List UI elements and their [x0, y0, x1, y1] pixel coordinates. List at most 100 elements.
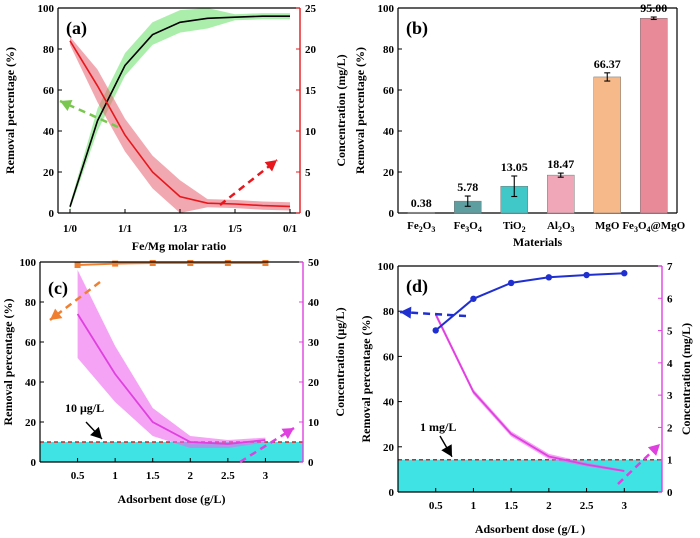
c-y2tick-label: 30 [308, 337, 320, 349]
b-data-label: 66.37 [594, 57, 621, 71]
d-y2tick-label: 3 [667, 390, 673, 402]
c-arrow-left-head [50, 308, 63, 320]
d-y2label: Concentration (mg/L) [679, 323, 693, 435]
a-xtick-label: 1/3 [173, 223, 188, 235]
c-y2label: Concentration (μg/L) [333, 307, 347, 416]
d-y2tick-label: 4 [667, 358, 673, 370]
a-ytick-label: 60 [43, 85, 55, 97]
b-data-label: 13.05 [501, 160, 528, 174]
c-removal-marker [149, 260, 156, 266]
d-arrow-right-head [647, 444, 660, 456]
d-panel-label: (d) [406, 276, 428, 297]
b-bar [593, 76, 621, 214]
b-data-label: 95.00 [640, 1, 667, 15]
b-category-label-part: 2 [522, 225, 526, 234]
c-ytick-label: 100 [20, 257, 37, 269]
b-ytick-label: 60 [383, 85, 395, 97]
d-ytick-label: 100 [378, 261, 395, 273]
c-y2tick-label: 50 [308, 257, 320, 269]
d-removal-marker [470, 295, 477, 302]
c-removal-marker [187, 260, 194, 266]
a-xtick-label: 1/1 [118, 223, 132, 235]
c-threshold-pointer-head [90, 426, 102, 439]
b-ytick-label: 100 [378, 3, 395, 15]
c-y2tick-label: 40 [308, 297, 320, 309]
b-category-label: Fe2O3 [407, 220, 435, 234]
a-y2tick-label: 10 [305, 126, 317, 138]
d-ytick-label: 40 [383, 397, 395, 409]
b-category-label-part: Al [547, 220, 558, 232]
d-concentration-line [434, 314, 625, 472]
d-y2tick-label: 5 [667, 326, 673, 338]
d-y2tick-label: 2 [667, 422, 673, 434]
a-ytick-label: 20 [43, 167, 55, 179]
a-ytick-label: 0 [49, 208, 55, 220]
d-xtick-label: 2.5 [580, 500, 594, 512]
a-y2tick-label: 20 [305, 44, 317, 56]
d-xtick-label: 1.5 [504, 500, 518, 512]
d-removal-marker [432, 327, 439, 334]
b-category-label-part: Fe [407, 220, 419, 232]
c-panel-label: (c) [48, 278, 68, 299]
a-ytick-label: 100 [38, 3, 55, 15]
b-category-label-part: 4 [478, 225, 482, 234]
d-y2tick-label: 1 [667, 455, 673, 467]
d-arrow-left-head [400, 306, 412, 319]
b-category-label-part: 3 [634, 225, 638, 234]
d-ylabel: Removal percentage (%) [359, 315, 373, 442]
c-threshold-label: 10 μg/L [65, 401, 104, 415]
c-concentration-band [77, 270, 266, 448]
b-panel-label: (b) [406, 18, 428, 39]
c-removal-line [77, 262, 266, 266]
b-category-label-part: 4 [647, 225, 651, 234]
b-ytick-label: 20 [383, 167, 395, 179]
b-category-label-part: 3 [571, 225, 575, 234]
b-category-label-part: O [562, 220, 571, 232]
c-concentration-line [76, 313, 266, 445]
b-category-label-part: 2 [419, 225, 423, 234]
d-xtick-label: 0.5 [429, 500, 443, 512]
b-category-label-part: O [423, 220, 432, 232]
a-ytick-label: 40 [43, 126, 55, 138]
c-removal-marker [262, 260, 269, 266]
d-xtick-label: 3 [622, 500, 628, 512]
a-ytick-label: 80 [43, 44, 55, 56]
a-y2label: Concentration (mg/L) [334, 54, 348, 166]
c-ytick-label: 0 [31, 457, 37, 469]
a-removal-line [69, 15, 290, 208]
a-y2tick-label: 0 [305, 208, 311, 220]
a-xtick-label: 1/0 [63, 223, 78, 235]
b-category-label-part: MgO [595, 220, 620, 232]
a-xlabel: Fe/Mg molar ratio [132, 239, 226, 253]
b-data-label: 18.47 [547, 157, 574, 171]
b-ytick-label: 0 [389, 208, 395, 220]
d-removal-marker [507, 279, 515, 287]
b-category-label: TiO2 [503, 220, 526, 234]
c-removal-marker [74, 262, 81, 268]
c-y2tick-label: 10 [308, 417, 320, 429]
c-ytick-label: 40 [25, 377, 37, 389]
b-category-label-part: O [469, 220, 478, 232]
d-removal-line [435, 272, 625, 332]
c-xtick-label: 3 [263, 470, 269, 482]
d-xlabel: Adsorbent dose (g/L ) [475, 522, 585, 536]
d-threshold-label: 1 mg/L [420, 420, 456, 434]
d-threshold-pointer-head [441, 444, 452, 457]
c-xtick-label: 2.5 [221, 470, 235, 482]
a-ylabel: Removal percentage (%) [3, 47, 17, 174]
d-removal-marker [545, 274, 553, 281]
d-ytick-label: 80 [383, 306, 395, 318]
a-xtick-label: 1/5 [228, 223, 243, 235]
d-xtick-label: 2 [546, 500, 552, 512]
a-y2tick-label: 5 [305, 167, 311, 179]
d-ytick-label: 60 [383, 351, 395, 363]
c-xtick-label: 0.5 [71, 470, 85, 482]
b-bar [407, 211, 435, 214]
c-y2tick-label: 0 [308, 457, 314, 469]
b-category-label: Fe3O4 [454, 220, 482, 234]
b-category-label: Fe3O4@MgO [622, 220, 685, 234]
d-y2tick-label: 0 [667, 487, 673, 499]
a-xtick-label: 0/1 [283, 223, 297, 235]
a-y2tick-label: 15 [305, 85, 317, 97]
